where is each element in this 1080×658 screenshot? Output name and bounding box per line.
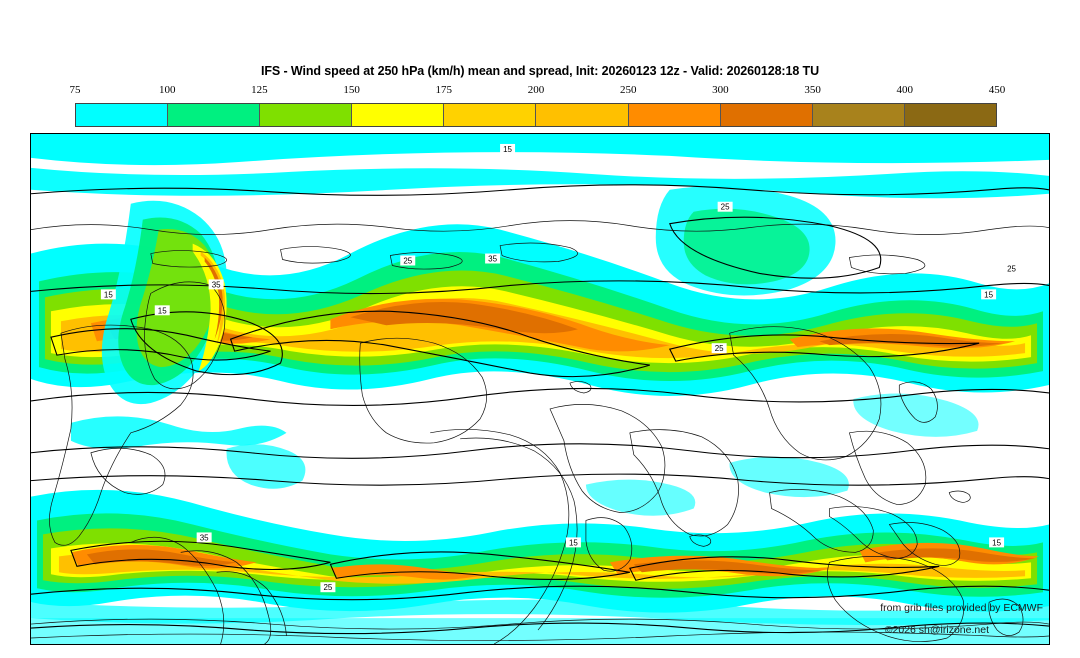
colorbar-band-8 [812,104,905,126]
shaded-field-atlantic-trough [101,200,227,405]
contour-label-15e: 15 [569,538,578,547]
colorbar: 75 100 125 150 175 200 250 300 350 400 4… [70,84,1006,127]
contour-label-35c: 35 [200,533,209,542]
colorbar-band-4 [444,104,537,126]
colorbar-tick-450: 450 [988,84,1006,96]
colorbar-tick-175: 175 [435,84,453,96]
shaded-field-sh-jet [31,489,1049,613]
contour-label-15b: 15 [104,290,113,299]
colorbar-tick-350: 350 [804,84,821,96]
contour-label-15d: 15 [984,290,993,299]
colorbar-tick-300: 300 [712,84,729,96]
colorbar-tick-125: 125 [251,84,268,96]
colorbar-band-1 [168,104,261,126]
colorbar-tick-100: 100 [158,84,176,96]
contour-label-15: 15 [503,145,512,154]
contour-label-25c: 25 [1007,264,1016,273]
contour-label-35b: 35 [212,280,221,289]
colorbar-band-6 [628,104,721,126]
colorbar-bands [75,103,997,127]
contour-label-25e: 25 [323,583,332,592]
contour-label-25b: 25 [403,256,412,265]
colorbar-tick-75: 75 [69,84,81,96]
colorbar-band-9 [904,104,996,126]
colorbar-band-2 [260,104,353,126]
colorbar-tick-labels: 75 100 125 150 175 200 250 300 350 400 4… [70,84,1006,100]
shaded-field-pacific-pool [655,185,836,296]
contour-label-35: 35 [488,255,497,264]
contour-label-15f: 15 [992,538,1001,547]
weather-map[interactable]: 15 25 35 15 25 35 15 25 15 25 35 15 25 1… [30,133,1050,645]
contour-labels: 15 25 35 15 25 35 15 25 15 25 35 15 25 1… [100,143,1020,592]
colorbar-band-7 [720,104,813,126]
colorbar-band-5 [536,104,629,126]
contour-label-15c: 15 [158,306,167,315]
colorbar-tick-200: 200 [527,84,545,96]
colorbar-tick-150: 150 [343,84,360,96]
spread-contours [31,184,1049,635]
colorbar-tick-250: 250 [619,84,637,96]
colorbar-band-0 [76,104,169,126]
contour-label-25: 25 [721,203,730,212]
shaded-field-polar [31,134,1049,644]
colorbar-band-3 [352,104,445,126]
shaded-field-nh-jet [31,224,1049,396]
page-title: IFS - Wind speed at 250 hPa (km/h) mean … [260,64,820,78]
map-canvas: 15 25 35 15 25 35 15 25 15 25 35 15 25 1… [31,134,1049,644]
shaded-field-subtropics [70,393,979,561]
contour-label-25d: 25 [715,344,724,353]
coastlines [31,220,1049,644]
colorbar-tick-400: 400 [896,84,914,96]
